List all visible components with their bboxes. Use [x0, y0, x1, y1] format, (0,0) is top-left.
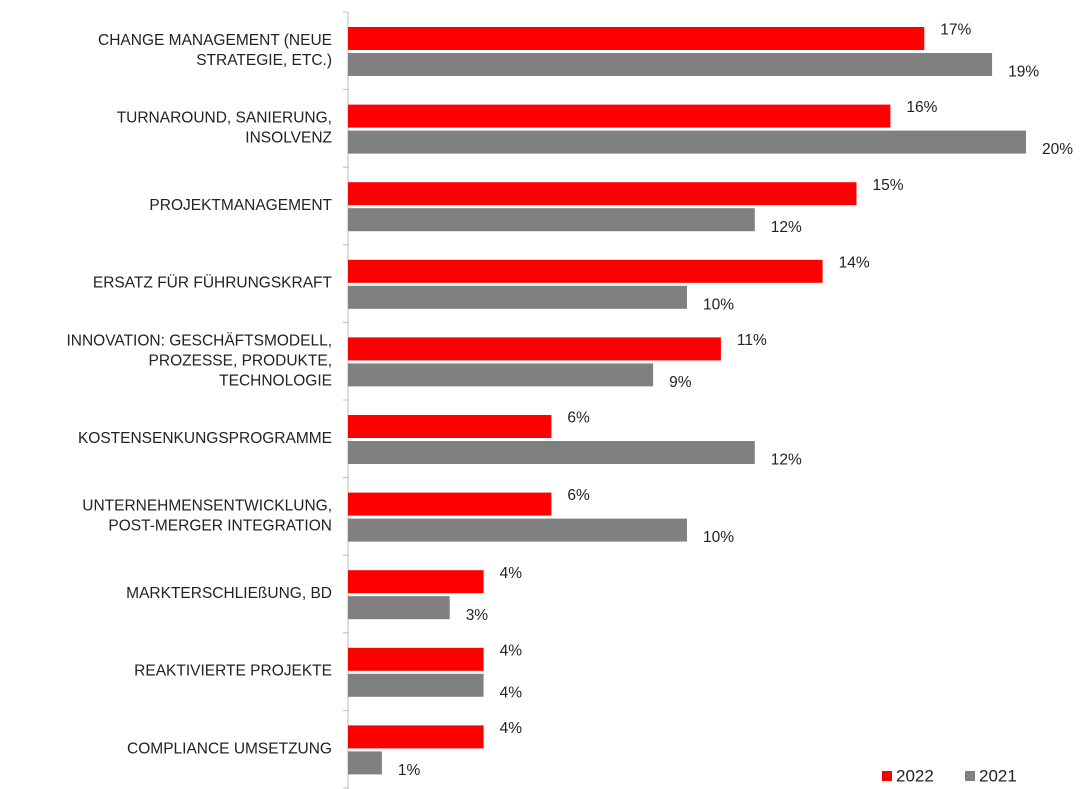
category-label: MARKTERSCHLIEßUNG, BD: [126, 585, 332, 602]
category-label: ERSATZ FÜR FÜHRUNGSKRAFT: [93, 274, 333, 292]
value-label: 9%: [669, 374, 692, 391]
bar: [348, 337, 721, 361]
value-label: 4%: [500, 684, 523, 701]
value-label: 10%: [703, 296, 734, 313]
bar: [348, 570, 484, 594]
category-label: COMPLIANCE UMSETZUNG: [127, 740, 332, 757]
bar: [348, 208, 755, 232]
value-label: 12%: [771, 452, 802, 469]
legend-label: 2021: [979, 766, 1017, 785]
legend-label: 2022: [896, 766, 934, 785]
value-label: 20%: [1042, 141, 1073, 158]
value-label: 4%: [500, 642, 523, 659]
bar: [348, 647, 484, 671]
category-label: TURNAROUND, SANIERUNG,: [117, 109, 332, 126]
bar: [348, 415, 552, 438]
category-label: INNOVATION: GESCHÄFTSMODELL,: [66, 332, 332, 349]
bar: [348, 492, 552, 516]
value-label: 4%: [500, 720, 523, 737]
value-label: 16%: [906, 99, 937, 116]
bar: [348, 751, 382, 775]
category-label: PROZESSE, PRODUKTE,: [149, 352, 332, 369]
value-label: 17%: [940, 22, 971, 39]
value-label: 19%: [1008, 64, 1039, 81]
category-label: REAKTIVIERTE PROJEKTE: [134, 663, 332, 680]
category-label: UNTERNEHMENSENTWICKLUNG,: [82, 497, 332, 514]
value-label: 12%: [771, 219, 802, 236]
bar: [348, 441, 755, 464]
value-label: 3%: [466, 607, 489, 624]
legend-swatch: [965, 771, 975, 781]
value-label: 6%: [567, 410, 590, 427]
bar: [348, 182, 857, 206]
bar: [348, 53, 993, 76]
bar: [348, 363, 654, 387]
bar: [348, 285, 687, 309]
value-label: 11%: [737, 332, 767, 349]
bar: [348, 725, 484, 749]
bar: [348, 27, 925, 50]
bar: [348, 596, 450, 620]
value-label: 10%: [703, 529, 734, 546]
category-label: KOSTENSENKUNGSPROGRAMME: [78, 430, 332, 447]
value-label: 1%: [398, 762, 421, 779]
value-label: 4%: [500, 565, 523, 582]
category-label: INSOLVENZ: [245, 129, 332, 146]
value-label: 14%: [839, 254, 870, 271]
category-label: TECHNOLOGIE: [219, 372, 332, 389]
bar: [348, 104, 891, 128]
category-label: PROJEKTMANAGEMENT: [149, 197, 332, 214]
bar: [348, 518, 687, 542]
bar: [348, 259, 823, 283]
bar: [348, 130, 1026, 154]
value-label: 6%: [567, 487, 590, 504]
bar: [348, 673, 484, 697]
category-label: CHANGE MANAGEMENT (NEUE: [98, 32, 332, 49]
legend-swatch: [882, 771, 892, 781]
category-label: POST-MERGER INTEGRATION: [108, 517, 332, 534]
category-label: STRATEGIE, ETC.): [196, 52, 332, 69]
value-label: 15%: [873, 177, 904, 194]
